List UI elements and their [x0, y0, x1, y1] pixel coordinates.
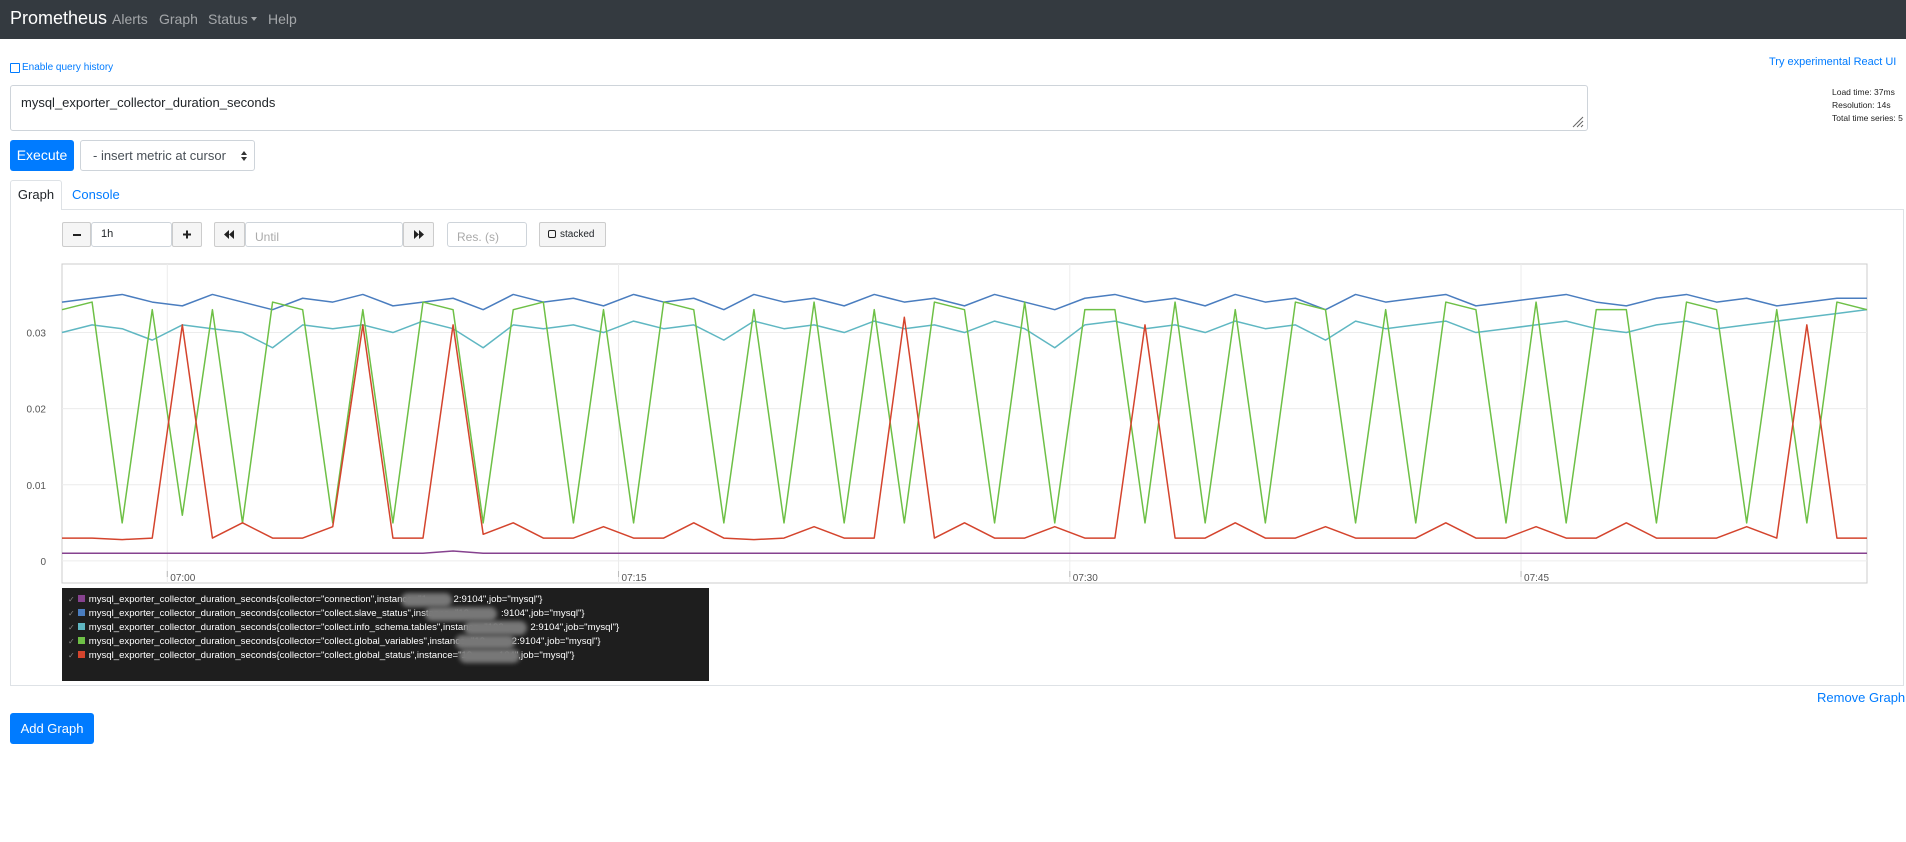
dropdown-caret	[251, 17, 257, 21]
time-back[interactable]	[214, 222, 245, 247]
nav-link[interactable]: Status	[208, 11, 248, 27]
range-text: 1h	[101, 228, 114, 240]
legend-label: mysql_exporter_collector_duration_second…	[88, 594, 543, 605]
time-forward[interactable]	[403, 222, 434, 247]
legend-label: mysql_exporter_collector_duration_second…	[88, 622, 620, 633]
y-tick-label: 0.02	[27, 405, 47, 416]
redaction	[459, 649, 520, 663]
add-graph-button[interactable]: Add Graph	[10, 713, 94, 744]
series-line	[62, 316, 1867, 541]
stacked-label: stacked	[560, 229, 595, 240]
resolution-input[interactable]: Res. (s)	[447, 222, 527, 247]
remove-graph-link[interactable]: Remove Graph	[1817, 690, 1906, 705]
legend-check[interactable]: ✓	[68, 637, 75, 646]
graph-panel	[10, 209, 1904, 686]
total-series: Total time series: 5	[1832, 113, 1903, 123]
legend-check[interactable]: ✓	[68, 595, 75, 604]
redaction	[455, 635, 515, 649]
legend-label: mysql_exporter_collector_duration_second…	[88, 650, 575, 661]
y-tick-label: 0	[40, 557, 46, 568]
legend-swatch	[77, 595, 85, 602]
x-tick-label: 07:30	[1073, 573, 1098, 584]
metric-select[interactable]: - insert metric at cursor	[80, 140, 255, 171]
series-line	[61, 293, 1867, 311]
until-placeholder: Until	[255, 230, 280, 244]
range-input[interactable]: 1h	[91, 222, 172, 247]
legend-entry[interactable]: ✓ mysql_exporter_collector_duration_secon…	[68, 593, 703, 607]
nav-link[interactable]: Alerts	[112, 11, 148, 27]
select-arrows	[241, 151, 247, 161]
legend-swatch	[77, 623, 85, 630]
stacked-toggle[interactable]: stacked	[539, 222, 606, 247]
legend-check[interactable]: ✓	[68, 623, 75, 632]
legend-check[interactable]: ✓	[68, 609, 75, 618]
series-line	[62, 550, 1867, 555]
until-input[interactable]: Until	[245, 222, 403, 247]
react-ui-link[interactable]: Try experimental React UI	[1769, 56, 1897, 68]
legend-entry[interactable]: ✓ mysql_exporter_collector_duration_secon…	[68, 621, 703, 635]
tab-label: Graph	[17, 187, 55, 202]
plot-frame	[61, 263, 1868, 584]
x-tick-label: 07:15	[622, 573, 647, 584]
redaction	[464, 621, 527, 635]
expression-input[interactable]: mysql_exporter_collector_duration_second…	[10, 85, 1588, 131]
brand[interactable]: Prometheus	[10, 8, 108, 28]
series-line	[61, 308, 1868, 349]
query-history-toggle[interactable]: Enable query history	[22, 62, 114, 73]
tab-active[interactable]: Graph	[10, 180, 62, 210]
redaction	[401, 593, 452, 607]
resize-handle	[1572, 116, 1584, 128]
y-tick-label: 0.03	[27, 329, 47, 340]
legend-label: mysql_exporter_collector_duration_second…	[88, 636, 601, 647]
series-line	[61, 301, 1868, 524]
range-decrease[interactable]	[62, 222, 91, 247]
legend: ✓ mysql_exporter_collector_duration_secon…	[62, 588, 709, 681]
nav-link[interactable]: Graph	[159, 11, 198, 27]
x-tick-label: 07:00	[170, 573, 195, 584]
redaction	[425, 607, 497, 621]
resolution-placeholder: Res. (s)	[457, 230, 499, 244]
legend-swatch	[77, 637, 85, 644]
legend-label: mysql_exporter_collector_duration_second…	[88, 608, 585, 619]
checkbox-icon[interactable]	[10, 63, 20, 73]
x-tick-label: 07:45	[1524, 573, 1549, 584]
execute-button[interactable]: Execute	[10, 140, 74, 171]
tab[interactable]: Console	[72, 187, 120, 202]
resolution: Resolution: 14s	[1832, 100, 1891, 110]
legend-swatch	[77, 609, 85, 616]
expression-text: mysql_exporter_collector_duration_second…	[21, 95, 276, 110]
legend-check[interactable]: ✓	[68, 651, 75, 660]
chart: 0 0.01 0.02 0.03 07:00 07:15 07:30 07:45	[27, 263, 1868, 584]
navbar: Prometheus Alerts Graph Status Help	[0, 0, 1906, 39]
legend-swatch	[77, 651, 85, 658]
load-time: Load time: 37ms	[1832, 87, 1895, 97]
nav-link[interactable]: Help	[268, 11, 297, 27]
metric-select-text: - insert metric at cursor	[93, 148, 226, 163]
legend-entry[interactable]: ✓ mysql_exporter_collector_duration_secon…	[68, 635, 703, 649]
range-increase[interactable]	[172, 222, 202, 247]
legend-entry[interactable]: ✓ mysql_exporter_collector_duration_secon…	[68, 607, 703, 621]
legend-entry[interactable]: ✓ mysql_exporter_collector_duration_secon…	[68, 649, 703, 663]
y-tick-label: 0.01	[27, 481, 47, 492]
